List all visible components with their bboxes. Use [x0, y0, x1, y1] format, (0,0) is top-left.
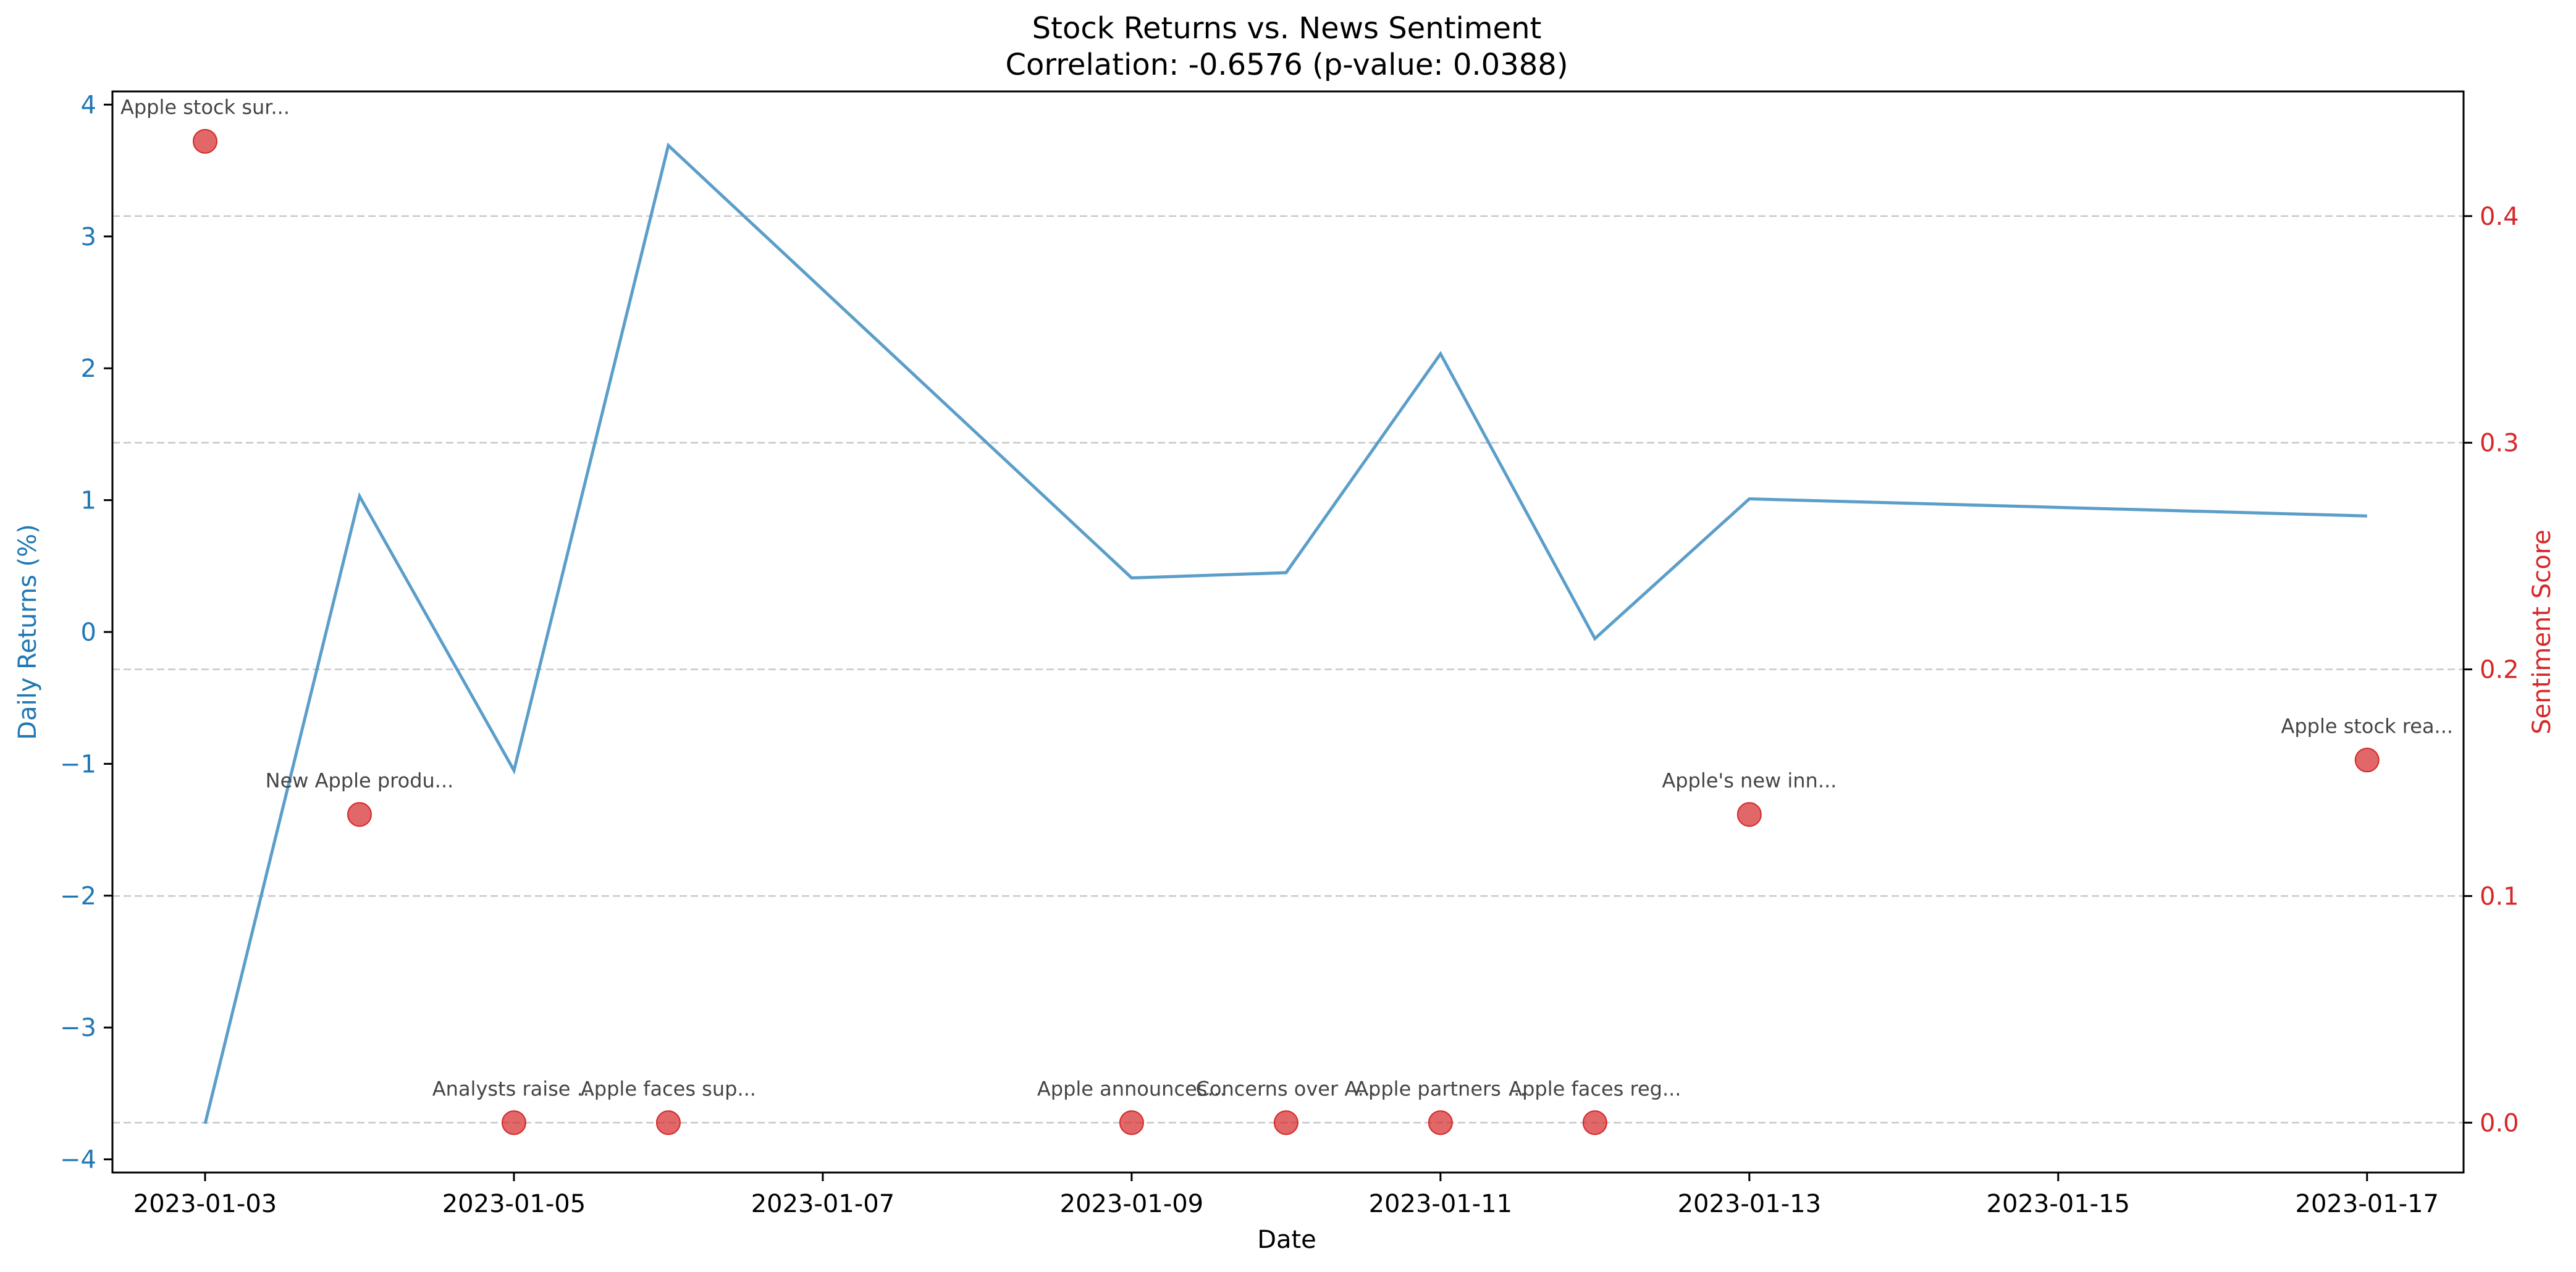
y-right-tick-label: 0.0 [2480, 1109, 2519, 1137]
y-left-tick-label: −2 [60, 882, 96, 911]
y-left-tick-label: −1 [60, 750, 96, 778]
returns-line [203, 142, 2367, 1124]
y-axis-left: 4 3 2 1 0 −1 −2 −3 −4 [60, 91, 112, 1174]
sentiment-point [1273, 1110, 1299, 1135]
x-tick-label: 2023-01-05 [442, 1190, 586, 1218]
returns-line-layer [203, 142, 2367, 1124]
sentiment-annotation: Apple's new inn... [1662, 769, 1837, 792]
sentiment-annotation: Apple stock rea... [2281, 714, 2453, 738]
y-left-tick-label: 1 [81, 487, 96, 515]
y-left-tick-label: −4 [60, 1146, 96, 1174]
chart-title: Stock Returns vs. News Sentiment [1032, 11, 1542, 46]
sentiment-point [347, 802, 372, 827]
sentiment-point [501, 1110, 526, 1135]
sentiment-point [2354, 748, 2380, 773]
sentiment-annotation: Apple partners ... [1355, 1077, 1526, 1100]
sentiment-annotation: Analysts raise ... [432, 1077, 596, 1100]
sentiment-point [1428, 1110, 1453, 1135]
y-left-tick-label: −3 [60, 1014, 96, 1042]
sentiment-points-layer [192, 128, 2380, 1135]
y-right-tick-label: 0.3 [2480, 429, 2519, 458]
sentiment-annotation: Apple announces... [1037, 1077, 1226, 1100]
sentiment-annotation: New Apple produ... [266, 769, 454, 792]
sentiment-point [1736, 802, 1762, 827]
y-left-tick-label: 2 [81, 355, 96, 383]
x-axis: 2023-01-03 2023-01-05 2023-01-07 2023-01-09… [133, 1173, 2439, 1218]
y-left-tick-label: 3 [81, 223, 96, 251]
y-right-tick-label: 0.2 [2480, 656, 2519, 684]
annotations-layer: Apple stock sur... New Apple produ... Anal… [120, 96, 2453, 1101]
sentiment-point [655, 1110, 681, 1135]
y-right-tick-label: 0.1 [2480, 882, 2519, 911]
x-tick-label: 2023-01-07 [751, 1190, 894, 1218]
y-axis-right-label: Sentiment Score [2528, 529, 2556, 735]
x-tick-label: 2023-01-09 [1060, 1190, 1203, 1218]
chart-subtitle: Correlation: -0.6576 (p-value: 0.0388) [1005, 48, 1568, 82]
sentiment-annotation: Apple stock sur... [120, 96, 290, 119]
sentiment-annotation: Apple faces reg... [1509, 1077, 1681, 1100]
x-axis-label: Date [1257, 1226, 1316, 1254]
x-tick-label: 2023-01-13 [1678, 1190, 1821, 1218]
y-left-tick-label: 0 [81, 618, 96, 647]
sentiment-point [1582, 1110, 1607, 1135]
x-tick-label: 2023-01-11 [1369, 1190, 1512, 1218]
x-tick-label: 2023-01-17 [2296, 1190, 2439, 1218]
y-axis-left-label: Daily Returns (%) [14, 524, 42, 739]
sentiment-point [1119, 1110, 1144, 1135]
sentiment-annotation: Apple faces sup... [581, 1077, 756, 1100]
x-tick-label: 2023-01-15 [1987, 1190, 2130, 1218]
sentiment-annotation: Concerns over A... [1196, 1077, 1377, 1100]
sentiment-point [192, 128, 217, 154]
y-left-tick-label: 4 [81, 91, 96, 119]
x-tick-label: 2023-01-03 [133, 1190, 277, 1218]
y-axis-right: 0.4 0.3 0.2 0.1 0.0 [2464, 203, 2519, 1137]
y-right-tick-label: 0.4 [2480, 203, 2519, 231]
